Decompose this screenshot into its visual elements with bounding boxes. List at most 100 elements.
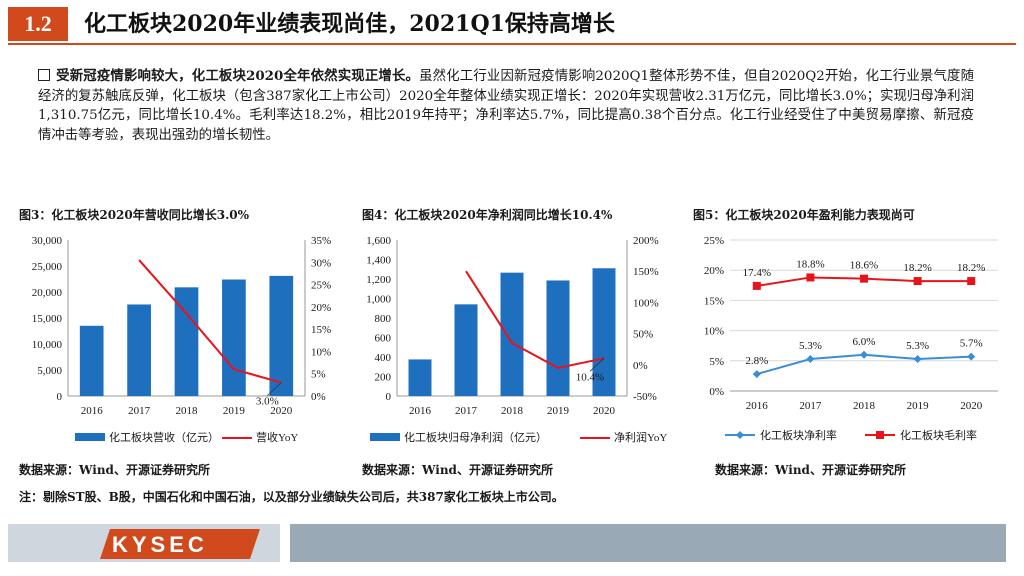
x-tick-label: 2018 [853,400,876,412]
yoy-line [138,259,282,384]
x-tick-label: 2018 [501,405,524,417]
x-tick-label: 2019 [223,405,246,417]
summary-lead: 受新冠疫情影响较大，化工板块2020全年依然实现正增长。 [56,68,420,84]
right-tick-label: 200% [633,235,659,247]
legend-bar-label: 化工板块营收（亿元） [109,430,219,444]
left-tick-label: 25,000 [32,261,63,273]
bar [546,280,570,396]
data-label: 18.2% [903,262,931,274]
bar [454,304,478,396]
right-tick-label: 50% [633,329,653,341]
legend-line-label: 营收YoY [256,430,298,444]
left-tick-label: 1,600 [366,235,391,247]
data-label: 5.3% [799,340,822,352]
fig3-revenue-chart: 0 5,000 10,000 15,000 20,000 25,000 30,000 0% 5%… [32,235,331,444]
gross-margin-point [967,277,976,286]
x-tick-label: 2016 [409,405,432,417]
x-tick-label: 2016 [746,400,769,412]
legend-net-swatch-marker [736,431,744,439]
y-tick-label: 15% [704,295,724,307]
left-tick-label: 1,400 [366,255,391,267]
right-tick-label: 5% [311,369,326,381]
left-tick-label: 200 [375,372,392,384]
x-tick-label: 2017 [455,405,478,417]
x-tick-label: 2018 [176,405,199,417]
section-number-badge: 1.2 [8,7,68,41]
left-tick-label: 0 [57,391,63,403]
legend-gross-swatch-marker [876,431,884,439]
gross-margin-point [752,281,761,290]
right-tick-label: 10% [311,346,331,358]
page-title: 化工板块2020年业绩表现尚佳，2021Q1保持高增长 [84,11,615,37]
footer-logo-background [100,529,260,559]
gross-margin-point [913,277,922,286]
left-tick-label: 0 [386,391,392,403]
legend-gross-label: 化工板块毛利率 [900,428,977,442]
left-tick-label: 20,000 [32,287,63,299]
x-tick-label: 2020 [270,405,293,417]
annotation-label: 10.4% [576,371,604,383]
legend-bar-label: 化工板块归母净利润（亿元） [404,430,547,444]
fig5-source: 数据来源：Wind、开源证券研究所 [715,463,906,477]
left-tick-label: 800 [375,313,392,325]
right-tick-label: 25% [311,280,331,292]
x-tick-label: 2020 [960,400,983,412]
data-label: 5.7% [960,338,983,350]
y-tick-label: 5% [709,356,724,368]
annotation-leader [589,358,605,372]
gross-margin-point [806,273,815,282]
bar [174,287,199,396]
summary-body: 虽然化工行业因新冠疫情影响2020Q1整体形势不佳，但自2020Q2开始，化工行… [38,69,974,143]
right-tick-label: 0% [311,391,326,403]
right-tick-label: 150% [633,266,659,278]
bar [269,275,294,396]
fig4-net-profit-chart: 0 200 400 600 800 1,000 1,200 1,400 1,600 -50% 0% 5… [366,235,667,444]
fig5-title: 图5：化工板块2020年盈利能力表现尚可 [693,208,915,222]
right-tick-label: -50% [633,391,657,403]
bar [500,272,524,396]
y-tick-label: 10% [704,326,724,338]
fig4-source: 数据来源：Wind、开源证券研究所 [362,463,553,477]
x-tick-label: 2019 [547,405,570,417]
fig5-margin-chart: 0% 5% 10% 15% 20% 25% 2016 2017 2018 2019 2020 2.8%… [704,235,998,442]
legend-net-label: 化工板块净利率 [760,428,837,442]
right-tick-label: 30% [311,257,331,269]
annotation-label: 3.0% [256,396,279,408]
summary-paragraph: 受新冠疫情影响较大，化工板块2020全年依然实现正增长。虽然化工行业因新冠疫情影… [38,67,974,145]
left-tick-label: 5,000 [37,365,62,377]
x-tick-label: 2017 [799,400,822,412]
right-tick-label: 20% [311,302,331,314]
fig3-title: 图3：化工板块2020年营收同比增长3.0% [19,208,250,222]
annotation-leader [267,382,282,396]
net-margin-point [860,350,868,359]
fig4-title: 图4：化工板块2020年净利润同比增长10.4% [362,208,613,222]
data-label: 5.3% [906,340,929,352]
left-tick-label: 600 [375,333,392,345]
bar [222,279,246,396]
legend-bar-swatch [370,433,400,441]
bullet-square-icon [38,69,50,81]
yoy-line [465,270,605,369]
net-margin-point [913,354,922,363]
left-tick-label: 1,000 [366,294,391,306]
net-margin-point [752,370,761,379]
net-margin-point [967,352,976,361]
net-margin-point [806,354,815,363]
x-tick-label: 2020 [593,405,616,417]
left-tick-label: 400 [375,352,392,364]
data-label: 6.0% [853,336,876,348]
data-label: 2.8% [745,355,768,367]
x-tick-label: 2016 [81,405,104,417]
y-tick-label: 25% [704,235,724,247]
left-tick-label: 15,000 [32,313,63,325]
left-tick-label: 30,000 [32,235,63,247]
left-tick-label: 10,000 [32,339,63,351]
gross-margin-point [860,274,868,283]
kysec-logo: KYSEC [112,532,208,557]
footnote: 注：剔除ST股、B股，中国石化和中国石油，以及部分业绩缺失公司后，共387家化工… [19,490,564,504]
y-tick-label: 20% [704,265,724,277]
data-label: 18.6% [850,260,878,272]
header-divider [8,43,1016,45]
bar [79,325,104,396]
bar [408,359,432,396]
